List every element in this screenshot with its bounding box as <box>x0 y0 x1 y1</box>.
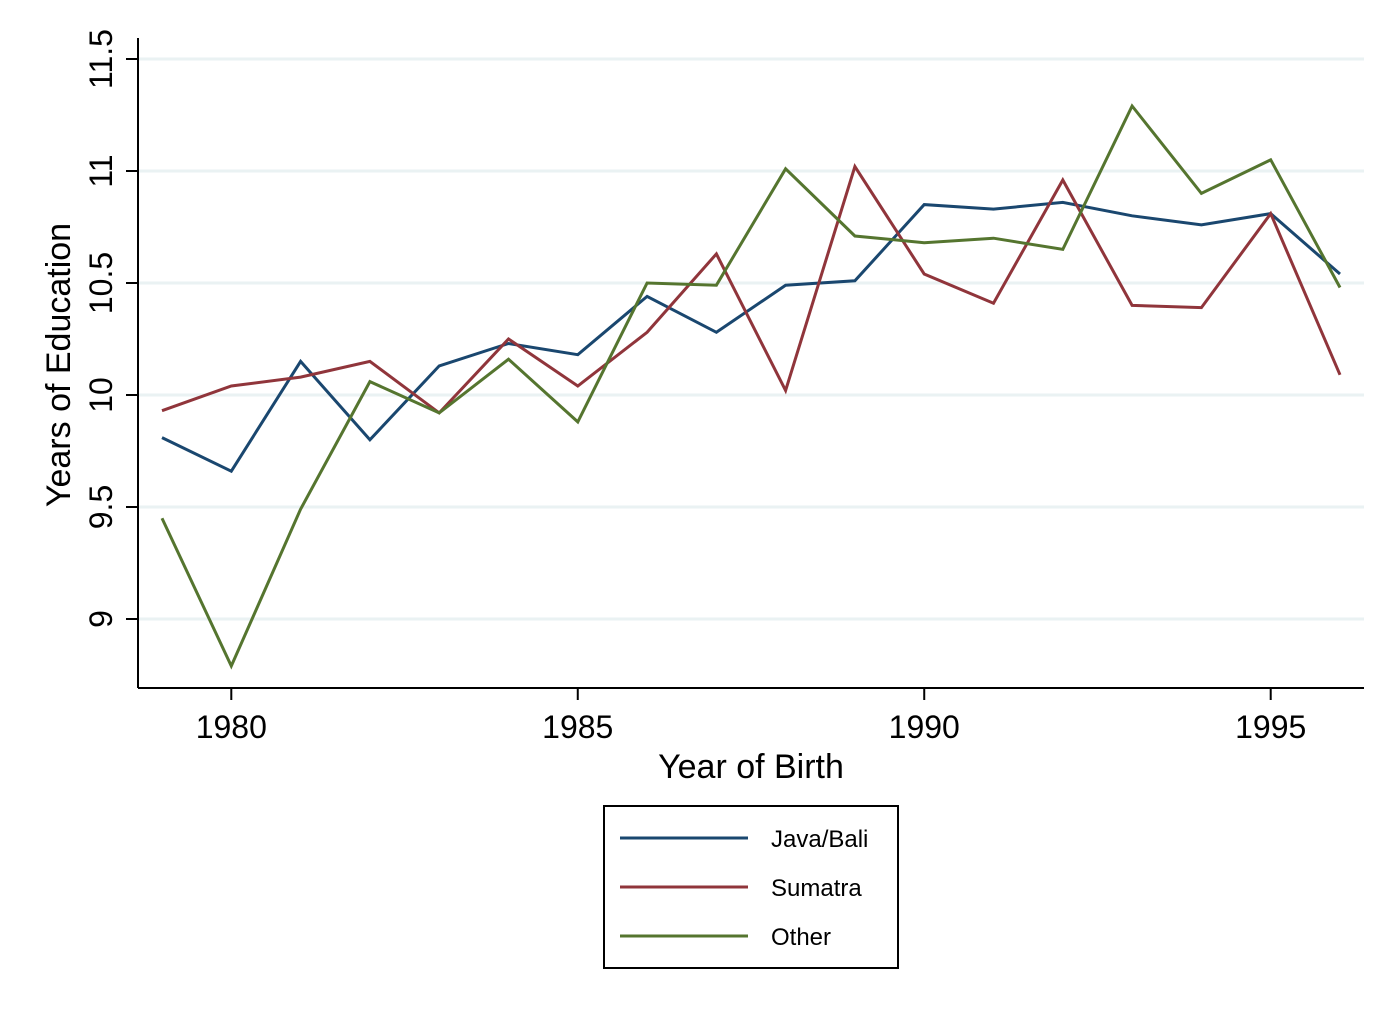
series-lines <box>160 103 1342 670</box>
x-axis-title: Year of Birth <box>658 748 844 786</box>
ticks: 9 9.5 10 10.5 11 11.5 1980 1985 1990 1995 <box>83 29 1306 745</box>
series-line-java-bali <box>161 200 1341 474</box>
legend-box <box>603 805 899 969</box>
series-line-sumatra <box>161 162 1342 415</box>
y-tick-label: 9.5 <box>83 485 119 529</box>
x-tick-label: 1980 <box>196 709 267 745</box>
y-tick-label: 10 <box>83 377 119 413</box>
legend-label-sumatra: Sumatra <box>771 875 862 902</box>
x-tick-label: 1990 <box>889 709 960 745</box>
legend-label-other: Other <box>771 924 831 951</box>
legend-label-java-bali: Java/Bali <box>771 826 868 853</box>
x-tick-label: 1995 <box>1235 709 1306 745</box>
y-tick-label: 9 <box>83 610 119 628</box>
y-tick-label: 11.5 <box>83 29 119 89</box>
series-line-other <box>160 103 1342 670</box>
y-axis-title: Years of Education <box>40 223 78 507</box>
x-tick-label: 1985 <box>542 709 613 745</box>
gridlines <box>138 57 1364 621</box>
y-tick-label: 10.5 <box>83 252 119 314</box>
legend: Java/Bali Sumatra Other <box>603 805 899 969</box>
y-tick-label: 11 <box>83 154 119 187</box>
axes <box>137 38 1364 689</box>
